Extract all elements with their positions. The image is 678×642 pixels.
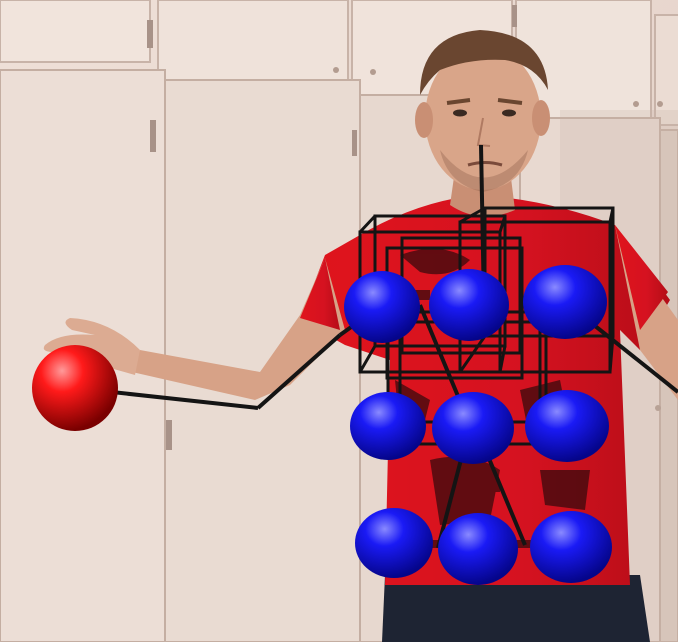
- red-ball: [32, 345, 118, 431]
- blue-ball-hip-right: [355, 508, 433, 578]
- blue-ball-hip-left: [530, 511, 612, 583]
- blue-ball-mid-left: [525, 390, 609, 462]
- blue-balls: [344, 265, 612, 585]
- blue-ball-mid-right: [350, 392, 426, 460]
- blue-ball-shoulder-left: [523, 265, 607, 339]
- blue-ball-hip-center: [438, 513, 518, 585]
- blue-ball-spine: [432, 392, 514, 464]
- upper-arm-line: [256, 333, 342, 410]
- blue-ball-shoulder-right: [344, 271, 420, 343]
- blue-ball-neck: [429, 269, 509, 341]
